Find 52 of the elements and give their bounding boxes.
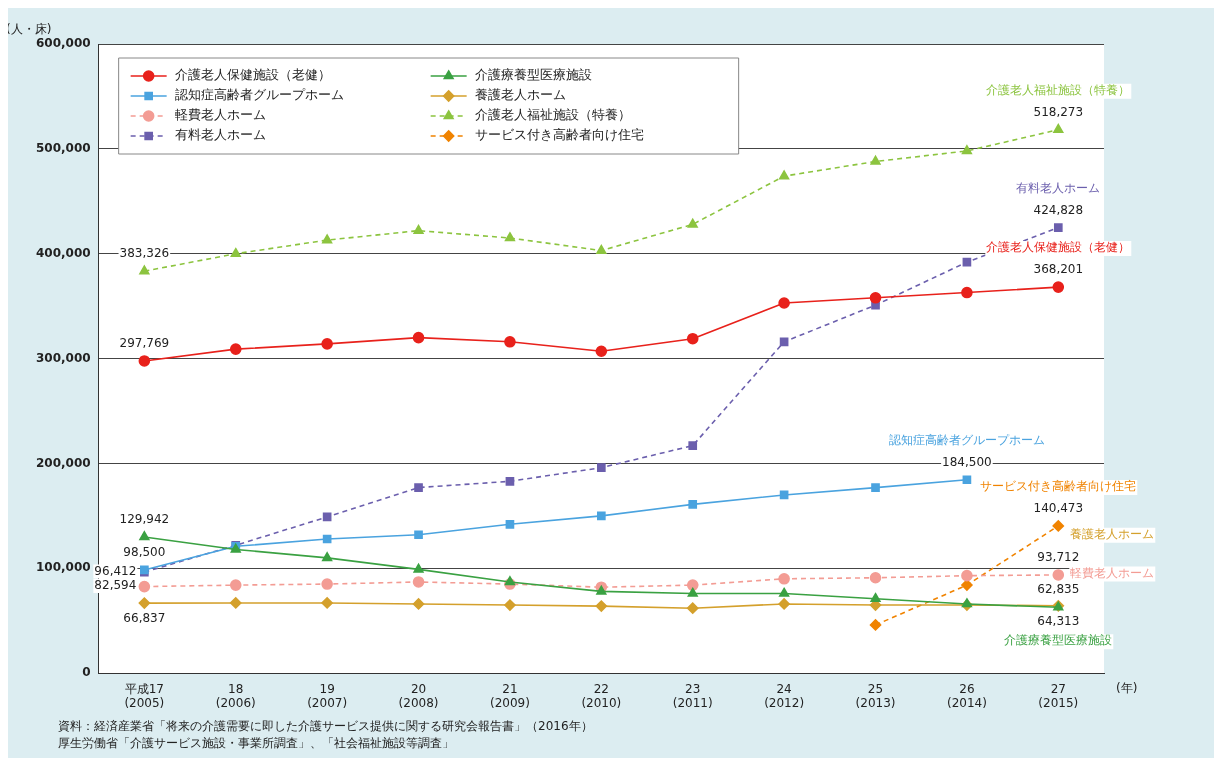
text: 養護老人ホーム [1070, 526, 1155, 541]
text: 厚生労働省「介護サービス施設・事業所調査」、「社会福祉施設等調査」 [58, 735, 455, 752]
y-tick-label: 0 [82, 665, 91, 680]
x-tick-label: 18 (2006) [215, 681, 256, 710]
legend-label: 介護療養型医療施設 [474, 67, 592, 83]
x-tick-label: 24 (2012) [764, 681, 805, 710]
x-tick-label: 26 (2014) [946, 681, 987, 710]
data-label: 93,712 [1037, 550, 1080, 565]
x-tick-label: 20 (2008) [398, 681, 439, 710]
data-label: 140,473 [1033, 501, 1084, 516]
data-label: 64,313 [1037, 613, 1080, 628]
y-tick-label: 500,000 [36, 140, 91, 155]
y-tick-label: 300,000 [36, 350, 91, 365]
legend-label: 介護老人福祉施設（特養） [474, 107, 631, 123]
data-label: 424,828 [1033, 202, 1084, 217]
data-label: 96,412 [94, 563, 137, 578]
y-tick-label: 600,000 [36, 36, 91, 51]
text: 介護老人福祉施設（特養） [986, 82, 1131, 97]
x-tick-label: 21 (2009) [489, 681, 530, 710]
text: 介護療養型医療施設 [1004, 633, 1113, 648]
data-label: 383,326 [119, 246, 170, 261]
data-label: 184,500 [942, 454, 992, 469]
data-label: 368,201 [1033, 262, 1084, 277]
x-axis-title: (年) [1116, 681, 1138, 696]
x-tick-label: 27 (2015) [1038, 681, 1079, 710]
legend-label: サービス付き高齢者向け住宅 [474, 127, 644, 143]
x-tick-label: 22 (2010) [581, 681, 622, 710]
legend-label: 介護老人保健施設（老健） [174, 67, 331, 83]
x-tick-label: 平成17 (2005) [124, 681, 165, 710]
data-label: 82,594 [94, 578, 137, 593]
text: 認知症高齢者グループホーム [888, 432, 1045, 447]
y-tick-label: 400,000 [36, 245, 91, 260]
x-tick-label: 19 (2007) [307, 681, 348, 710]
data-label: 129,942 [119, 512, 170, 527]
legend-label: 養護老人ホーム [474, 87, 566, 103]
data-label: 518,273 [1033, 104, 1084, 119]
legend-label: 軽費老人ホーム [174, 107, 266, 123]
text: 有料老人ホーム [1016, 180, 1101, 195]
legend-label: 認知症高齢者グループホーム [174, 87, 344, 103]
y-tick-label: 200,000 [36, 455, 91, 470]
data-label: 62,835 [1037, 582, 1080, 597]
text: 介護老人保健施設（老健） [986, 240, 1131, 255]
data-label: 297,769 [119, 336, 170, 351]
text: 資料：経済産業省「将来の介護需要に即した介護サービス提供に関する研究会報告書」（2016年） [58, 718, 594, 735]
y-tick-label: 100,000 [36, 560, 91, 575]
data-label: 66,837 [123, 611, 166, 626]
text: サービス付き高齢者向け住宅 [980, 479, 1137, 494]
legend-label: 有料老人ホーム [174, 127, 266, 143]
x-tick-label: 23 (2011) [672, 681, 713, 710]
data-label: 98,500 [123, 545, 166, 560]
x-tick-label: 25 (2013) [855, 681, 896, 710]
text: 軽費老人ホーム [1070, 565, 1155, 580]
